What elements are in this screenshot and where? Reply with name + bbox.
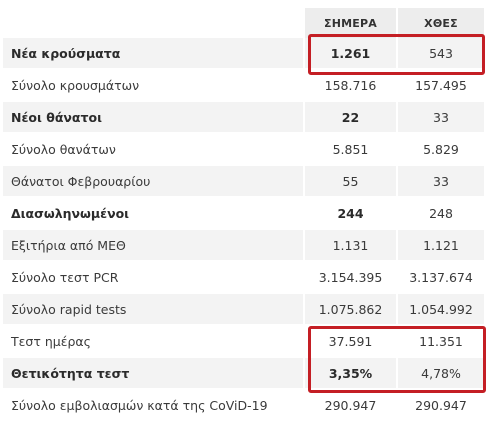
table-row: Σύνολο θανάτων 5.851 5.829 [3, 133, 486, 166]
table-row: Τεστ ημέρας 37.591 11.351 [3, 325, 486, 358]
table-row: Σύνολο τεστ PCR 3.154.395 3.137.674 [3, 261, 486, 294]
row-label: Θάνατοι Φεβρουαρίου [3, 165, 305, 198]
row-value-today: 290.947 [304, 389, 398, 422]
row-value-today: 55 [304, 165, 398, 198]
row-value-yesterday: 248 [397, 197, 486, 230]
row-label: Σύνολο θανάτων [3, 133, 305, 166]
row-value-yesterday: 290.947 [397, 389, 486, 422]
row-value-today: 37.591 [304, 325, 398, 358]
row-label: Σύνολο εμβολιασμών κατά της CoViD-19 [3, 389, 305, 422]
table-row: Θετικότητα τεστ 3,35% 4,78% [3, 357, 486, 390]
row-label: Νέα κρούσματα [3, 38, 305, 70]
row-value-today: 1.131 [304, 229, 398, 262]
row-label: Θετικότητα τεστ [3, 357, 305, 390]
table-row: Σύνολο εμβολιασμών κατά της CoViD-19 290.… [3, 389, 486, 422]
row-value-yesterday: 11.351 [397, 325, 486, 358]
highlight-box-tests [308, 326, 486, 393]
header-yesterday: ΧΘΕΣ [397, 8, 486, 38]
table-row: Θάνατοι Φεβρουαρίου 55 33 [3, 165, 486, 198]
row-value-today: 5.851 [304, 133, 398, 166]
table-row: Σύνολο rapid tests 1.075.862 1.054.992 [3, 293, 486, 326]
row-value-today: 3,35% [304, 357, 398, 390]
table-row: Νέοι θάνατοι 22 33 [3, 101, 486, 134]
row-value-yesterday: 1.054.992 [397, 293, 486, 326]
table-row: Νέα κρούσματα 1.261 543 [3, 38, 486, 70]
row-value-today: 3.154.395 [304, 261, 398, 294]
row-label: Τεστ ημέρας [3, 325, 305, 358]
row-value-today: 22 [304, 101, 398, 134]
highlight-box-new-cases [308, 34, 485, 75]
covid-stats-table: ΣΗΜΕΡΑ ΧΘΕΣ Νέα κρούσματα 1.261 543 Σύνολο … [3, 8, 486, 422]
row-label: Σύνολο rapid tests [3, 293, 305, 326]
row-label: Διασωληνωμένοι [3, 197, 305, 230]
row-value-yesterday: 5.829 [397, 133, 486, 166]
row-label: Σύνολο τεστ PCR [3, 261, 305, 294]
table-row: Σύνολο κρουσμάτων 158.716 157.495 [3, 69, 486, 102]
table-header-row: ΣΗΜΕΡΑ ΧΘΕΣ [3, 8, 486, 38]
row-value-today: 244 [304, 197, 398, 230]
row-label: Εξιτήρια από ΜΕΘ [3, 229, 305, 262]
row-value-today: 1.075.862 [304, 293, 398, 326]
row-value-yesterday: 543 [397, 38, 486, 70]
row-value-today: 1.261 [304, 38, 398, 70]
row-label: Σύνολο κρουσμάτων [3, 69, 305, 102]
header-label-column [3, 8, 305, 38]
header-today: ΣΗΜΕΡΑ [304, 8, 398, 38]
table-row: Διασωληνωμένοι 244 248 [3, 197, 486, 230]
row-label: Νέοι θάνατοι [3, 101, 305, 134]
row-value-yesterday: 1.121 [397, 229, 486, 262]
table-row: Εξιτήρια από ΜΕΘ 1.131 1.121 [3, 229, 486, 262]
row-value-yesterday: 33 [397, 101, 486, 134]
row-value-yesterday: 4,78% [397, 357, 486, 390]
row-value-yesterday: 33 [397, 165, 486, 198]
row-value-yesterday: 3.137.674 [397, 261, 486, 294]
